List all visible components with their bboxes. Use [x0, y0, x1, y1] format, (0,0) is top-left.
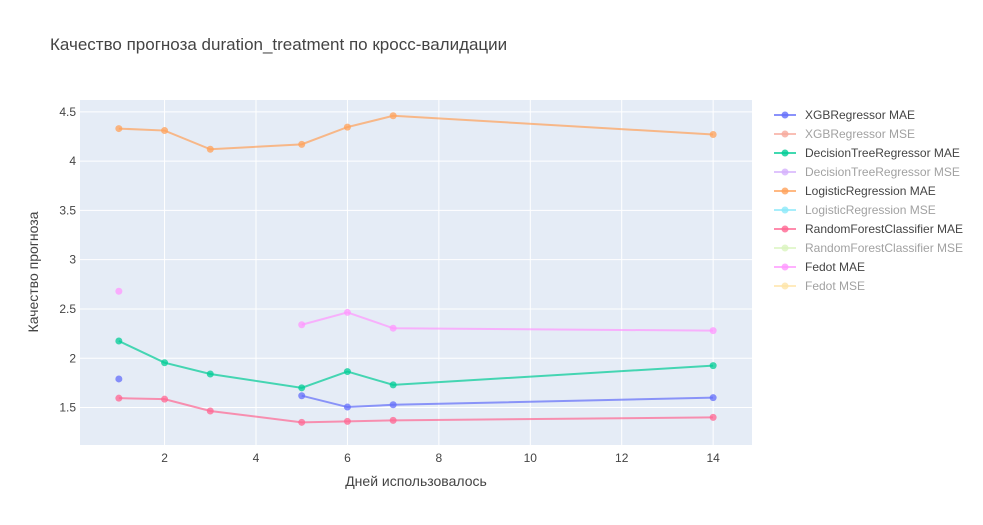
- data-point: [115, 375, 123, 383]
- data-point: [709, 362, 717, 370]
- legend-item[interactable]: RandomForestClassifier MAE: [774, 222, 963, 236]
- legend-item[interactable]: LogisticRegression MAE: [774, 184, 936, 198]
- legend-item[interactable]: RandomForestClassifier MSE: [774, 241, 963, 255]
- y-tick-label: 4.5: [59, 105, 76, 119]
- x-tick-label: 6: [344, 451, 351, 465]
- series-line: [301, 311, 714, 332]
- legend-label: DecisionTreeRegressor MAE: [805, 146, 960, 160]
- legend-swatch-marker: [781, 187, 789, 195]
- data-point: [115, 394, 123, 402]
- legend-item[interactable]: XGBRegressor MAE: [774, 108, 915, 122]
- y-tick-label: 2.5: [59, 302, 76, 316]
- legend-swatch-marker: [781, 149, 789, 157]
- data-point: [298, 384, 306, 392]
- y-axis-ticks: 1.5 2 2.5 3 3.5 4 4.5: [59, 105, 76, 415]
- y-tick-label: 4: [69, 154, 76, 168]
- y-tick-label: 2: [69, 351, 76, 365]
- data-point: [709, 131, 717, 138]
- x-tick-label: 10: [524, 451, 538, 465]
- data-point: [298, 418, 306, 426]
- data-point: [389, 416, 397, 424]
- legend-swatch-marker: [781, 130, 789, 138]
- data-point: [298, 140, 306, 148]
- x-tick-label: 12: [615, 451, 629, 465]
- legend-swatch-marker: [781, 206, 789, 214]
- data-point: [389, 324, 397, 332]
- data-point: [389, 381, 397, 389]
- legend-item[interactable]: LogisticRegression MSE: [774, 203, 936, 217]
- legend-label: XGBRegressor MAE: [805, 108, 915, 122]
- legend-item[interactable]: Fedot MAE: [774, 260, 865, 274]
- legend-label: RandomForestClassifier MSE: [805, 241, 963, 255]
- y-tick-label: 3.5: [59, 203, 76, 217]
- legend-label: Fedot MAE: [805, 260, 865, 274]
- legend-item[interactable]: DecisionTreeRegressor MAE: [774, 146, 960, 160]
- data-point: [206, 407, 214, 415]
- y-tick-label: 3: [69, 253, 76, 267]
- data-point: [343, 123, 351, 131]
- x-tick-label: 14: [706, 451, 720, 465]
- x-axis-title: Дней использовалось: [345, 473, 487, 489]
- data-point: [709, 413, 717, 421]
- series-line: [301, 394, 714, 409]
- legend-swatch-marker: [781, 263, 789, 271]
- plot-area: [80, 100, 752, 445]
- legend-swatch-marker: [781, 282, 789, 290]
- series-4: [115, 112, 717, 153]
- data-point: [709, 394, 717, 402]
- legend-label: Fedot MSE: [805, 279, 865, 293]
- data-point: [161, 127, 169, 135]
- data-point: [161, 395, 169, 403]
- data-point: [161, 359, 169, 367]
- grid: [80, 100, 752, 445]
- legend-swatch-marker: [781, 225, 789, 233]
- series-0: [115, 375, 717, 411]
- legend-item[interactable]: XGBRegressor MSE: [774, 127, 915, 141]
- data-point: [115, 287, 123, 295]
- legend-label: RandomForestClassifier MAE: [805, 222, 963, 236]
- legend: XGBRegressor MAE XGBRegressor MSE Decision…: [774, 108, 963, 293]
- data-point: [343, 417, 351, 425]
- y-axis-title: Качество прогноза: [25, 211, 41, 332]
- series-2: [115, 337, 717, 392]
- legend-label: DecisionTreeRegressor MSE: [805, 165, 960, 179]
- data-point: [389, 401, 397, 409]
- data-point: [206, 145, 214, 153]
- series-8: [115, 287, 717, 335]
- data-point: [709, 327, 717, 335]
- legend-item[interactable]: DecisionTreeRegressor MSE: [774, 165, 960, 179]
- data-point: [343, 308, 351, 316]
- data-point: [343, 403, 351, 411]
- x-tick-label: 2: [161, 451, 168, 465]
- data-point: [115, 337, 123, 345]
- x-tick-label: 4: [253, 451, 260, 465]
- data-point: [298, 321, 306, 329]
- data-point: [206, 370, 214, 378]
- legend-swatch-marker: [781, 168, 789, 176]
- chart-title: Качество прогноза duration_treatment по …: [50, 35, 507, 54]
- data-point: [115, 125, 123, 133]
- legend-label: LogisticRegression MAE: [805, 184, 936, 198]
- legend-swatch-marker: [781, 244, 789, 252]
- legend-label: XGBRegressor MSE: [805, 127, 915, 141]
- series-6: [115, 394, 717, 426]
- legend-label: LogisticRegression MSE: [805, 203, 936, 217]
- data-point: [343, 368, 351, 376]
- legend-item[interactable]: Fedot MSE: [774, 279, 865, 293]
- legend-swatch-marker: [781, 111, 789, 119]
- y-tick-label: 1.5: [59, 401, 76, 415]
- series-layer: [115, 112, 717, 426]
- data-point: [298, 392, 306, 400]
- x-axis-ticks: 2 4 6 8 10 12 14: [161, 451, 720, 465]
- data-point: [389, 112, 397, 120]
- x-tick-label: 8: [436, 451, 443, 465]
